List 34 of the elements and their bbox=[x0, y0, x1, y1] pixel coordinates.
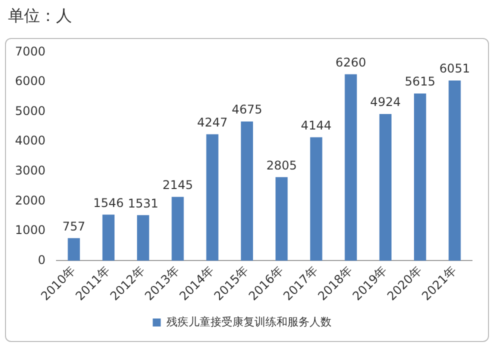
data-label: 757 bbox=[62, 219, 86, 234]
data-label: 1531 bbox=[128, 196, 158, 210]
bar bbox=[206, 134, 218, 261]
y-tick-label: 2000 bbox=[14, 193, 46, 208]
y-tick-label: 6000 bbox=[14, 74, 46, 88]
y-tick-label: 3000 bbox=[14, 163, 46, 178]
legend-label: 残疾儿童接受康复训练和服务人数 bbox=[166, 315, 332, 328]
bar bbox=[172, 196, 184, 261]
data-label: 4675 bbox=[232, 102, 262, 117]
data-label: 4924 bbox=[370, 95, 401, 110]
data-label: 4144 bbox=[300, 118, 332, 132]
data-label: 4247 bbox=[197, 115, 228, 130]
y-axis-title: 单位：人 bbox=[8, 6, 72, 27]
bar bbox=[240, 121, 254, 261]
bar bbox=[276, 177, 288, 261]
bar bbox=[414, 93, 426, 261]
data-label: 6051 bbox=[439, 62, 470, 76]
data-label: 1546 bbox=[93, 196, 124, 210]
bar bbox=[344, 74, 357, 261]
data-label: 2145 bbox=[162, 178, 193, 192]
bar bbox=[379, 114, 392, 261]
bar bbox=[310, 137, 322, 261]
y-tick-label: 0 bbox=[38, 252, 46, 267]
y-tick-label: 1000 bbox=[14, 223, 46, 238]
bar bbox=[137, 215, 150, 261]
data-label: 5615 bbox=[404, 74, 436, 89]
bar bbox=[68, 238, 80, 261]
y-tick-label: 7000 bbox=[14, 44, 46, 58]
y-tick-label: 4000 bbox=[14, 134, 46, 148]
data-label: 6260 bbox=[336, 55, 366, 70]
y-tick-label: 5000 bbox=[14, 104, 46, 118]
bar bbox=[448, 80, 461, 261]
data-label: 2805 bbox=[266, 158, 297, 172]
bar bbox=[102, 214, 115, 261]
